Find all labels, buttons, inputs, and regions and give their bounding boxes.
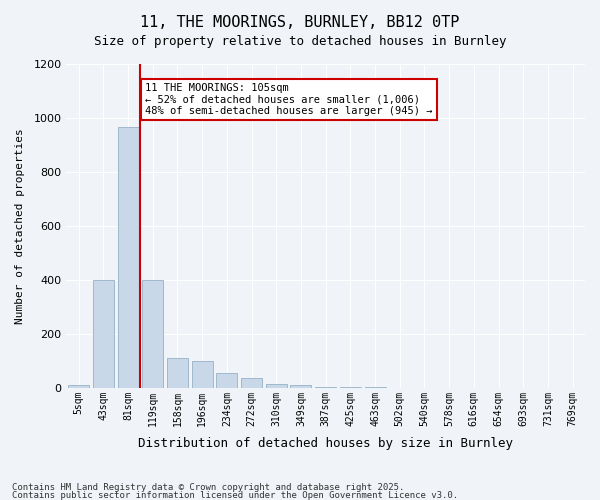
Bar (167, 358, 188, 388)
Bar (68, 385, 89, 388)
Bar (266, 384, 287, 388)
Text: 11, THE MOORINGS, BURNLEY, BB12 0TP: 11, THE MOORINGS, BURNLEY, BB12 0TP (140, 15, 460, 30)
Bar (93, 280, 114, 388)
Text: Contains public sector information licensed under the Open Government Licence v3: Contains public sector information licen… (12, 490, 458, 500)
Text: Size of property relative to detached houses in Burnley: Size of property relative to detached ho… (94, 35, 506, 48)
X-axis label: Distribution of detached houses by size in Burnley: Distribution of detached houses by size … (138, 437, 513, 450)
Bar (241, 378, 262, 388)
Text: 11 THE MOORINGS: 105sqm
← 52% of detached houses are smaller (1,006)
48% of semi: 11 THE MOORINGS: 105sqm ← 52% of detache… (145, 83, 433, 116)
Bar (191, 361, 212, 388)
Bar (142, 280, 163, 388)
Bar (118, 128, 139, 388)
Bar (217, 373, 238, 388)
Bar (290, 385, 311, 388)
Bar (315, 386, 336, 388)
Text: Contains HM Land Registry data © Crown copyright and database right 2025.: Contains HM Land Registry data © Crown c… (12, 483, 404, 492)
Y-axis label: Number of detached properties: Number of detached properties (15, 128, 25, 324)
